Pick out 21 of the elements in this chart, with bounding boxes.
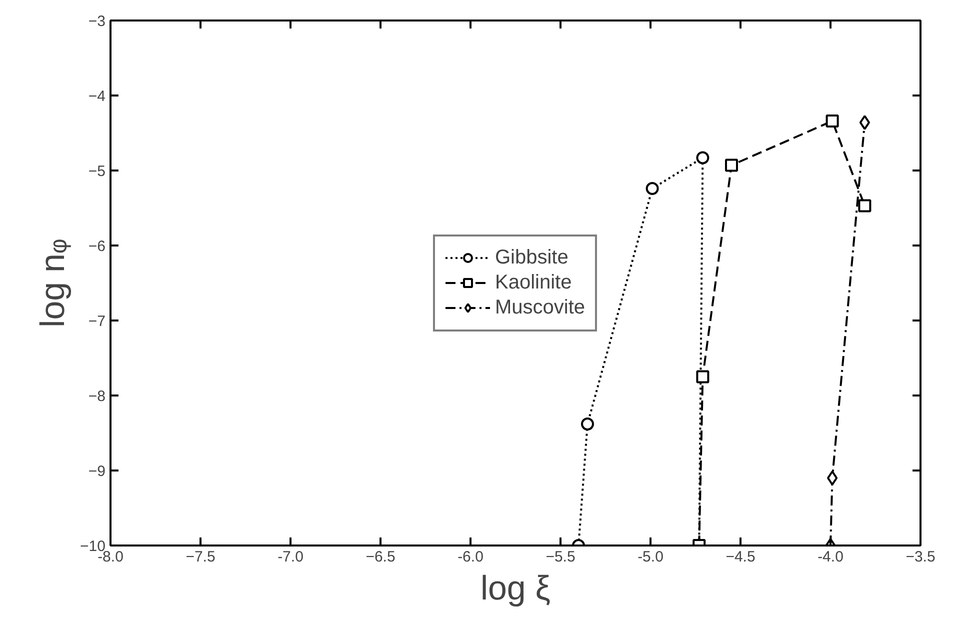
y-tick-label: −5 (88, 163, 106, 180)
x-tick-label: −7.5 (186, 548, 216, 566)
x-axis-title: log ξ (480, 570, 551, 608)
x-tick-label: −5.5 (546, 548, 576, 566)
y-tick-label: −3 (88, 13, 106, 30)
x-tick-label: -7.0 (278, 548, 304, 566)
legend-label: Gibbsite (494, 246, 568, 269)
legend-label: Kaolinite (494, 271, 572, 294)
y-tick-label: −7 (88, 313, 106, 330)
legend-label: Muscovite (494, 296, 586, 319)
x-tick-label: -4.0 (818, 548, 844, 566)
y-axis-title: log nᵩ (34, 238, 72, 328)
x-tick-label: -5.0 (638, 548, 664, 566)
x-tick-label: −3.5 (906, 548, 936, 566)
x-tick-label: −4.5 (726, 548, 756, 566)
y-tick-label: −4 (88, 88, 106, 105)
x-tick-label: −6.5 (366, 548, 396, 566)
y-tick-label: −8 (88, 388, 106, 405)
y-tick-label: −9 (88, 463, 106, 480)
x-tick-label: -6.0 (458, 548, 484, 566)
y-tick-label: −6 (88, 238, 106, 255)
